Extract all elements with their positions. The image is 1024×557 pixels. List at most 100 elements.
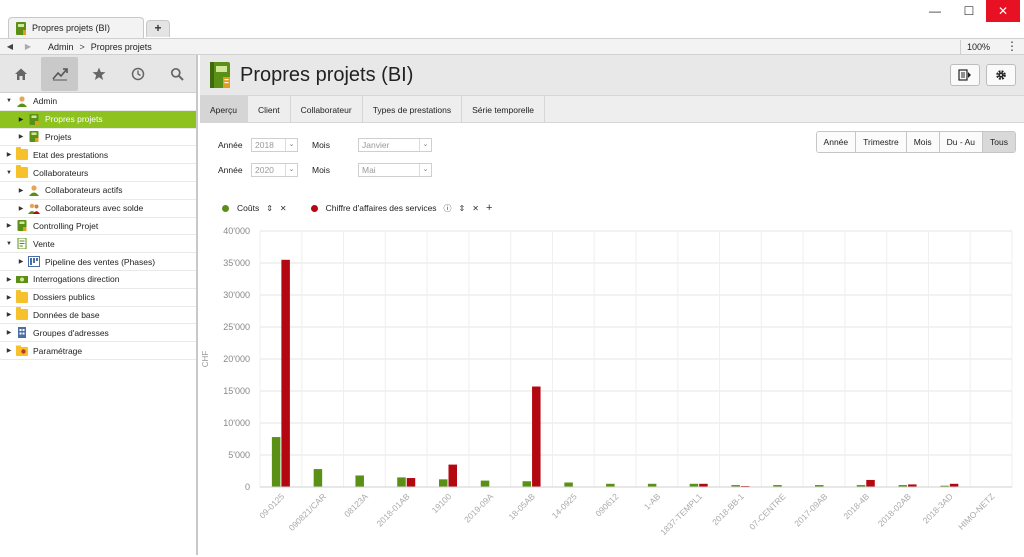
browser-tab[interactable]: Propres projets (BI) <box>8 17 144 38</box>
home-icon[interactable] <box>2 57 39 91</box>
caret-right-icon[interactable]: ▶ <box>6 330 12 337</box>
to-year-select[interactable]: 2020 ⌄ <box>251 163 298 177</box>
caret-right-icon[interactable]: ▶ <box>18 116 24 123</box>
sort-icon[interactable]: ⇕ <box>266 203 273 213</box>
sidebar-item-donn-es-de-base[interactable]: ▶ Données de base <box>0 307 196 325</box>
bar-costs <box>355 475 364 487</box>
period-button-du-au[interactable]: Du - Au <box>939 132 984 152</box>
sidebar-item-label: Pipeline des ventes (Phases) <box>45 256 156 267</box>
building-icon <box>18 327 26 339</box>
caret-right-icon[interactable]: ▶ <box>6 294 12 301</box>
menu-icon[interactable]: ⋮ <box>1006 39 1018 53</box>
analytics-icon[interactable] <box>41 56 79 91</box>
settings-gear-icon[interactable] <box>986 64 1016 86</box>
sidebar-item-dossiers-publics[interactable]: ▶ Dossiers publics <box>0 289 196 307</box>
x-tick-label: 1837-TEMPL1 <box>658 491 704 537</box>
to-month-select[interactable]: Mai ⌄ <box>358 163 432 177</box>
period-selector: Année Trimestre Mois Du - Au Tous <box>815 131 1016 153</box>
sidebar-item-label: Dossiers publics <box>33 292 95 303</box>
period-button-mois[interactable]: Mois <box>906 132 940 152</box>
x-tick-label: 2018-4B <box>841 491 871 521</box>
period-button-tous[interactable]: Tous <box>983 132 1015 152</box>
search-icon[interactable] <box>159 57 196 91</box>
caret-right-icon[interactable]: ▶ <box>18 134 24 141</box>
period-button-ann-e[interactable]: Année <box>816 132 857 152</box>
caret-right-icon[interactable]: ▶ <box>18 187 24 194</box>
breadcrumb-item-admin[interactable]: Admin <box>48 41 74 52</box>
legend-costs-swatch <box>222 204 229 212</box>
close-button[interactable]: ✕ <box>986 0 1020 22</box>
tab-collaborateur[interactable]: Collaborateur <box>291 96 363 123</box>
y-tick-label: 10'000 <box>223 418 250 428</box>
breadcrumb: Admin > Propres projets <box>48 42 152 52</box>
new-tab-button[interactable]: + <box>146 20 170 37</box>
from-month-select[interactable]: Janvier ⌄ <box>358 138 432 152</box>
remove-series-icon[interactable]: ✕ <box>279 203 287 213</box>
sidebar-item-collaborateurs-avec-solde[interactable]: ▶ Collaborateurs avec solde <box>0 200 196 218</box>
period-button-trimestre[interactable]: Trimestre <box>856 132 907 152</box>
money-icon <box>16 275 28 283</box>
from-year-select[interactable]: 2018 ⌄ <box>251 138 298 152</box>
sidebar-item-admin[interactable]: ▼ Admin <box>0 93 196 111</box>
caret-right-icon[interactable]: ▶ <box>6 348 12 355</box>
caret-down-icon[interactable]: ▼ <box>6 98 12 105</box>
folder-icon <box>16 165 28 179</box>
export-icon[interactable] <box>950 64 980 86</box>
bar-costs <box>731 485 740 487</box>
title-bar: Propres projets (BI) + — ☐ ✕ <box>0 0 1024 38</box>
bar-revenue <box>699 483 708 487</box>
sidebar-item-collaborateurs[interactable]: ▼ Collaborateurs <box>0 164 196 182</box>
caret-right-icon[interactable]: ▶ <box>6 312 12 319</box>
info-icon[interactable]: ⓘ <box>443 203 452 213</box>
sidebar-item-controlling-projet[interactable]: ▶ Controlling Projet <box>0 218 196 236</box>
sidebar-item-label: Vente <box>33 238 55 249</box>
caret-right-icon[interactable]: ▶ <box>6 276 12 283</box>
sidebar-item-label: Collaborateurs <box>33 167 89 178</box>
folder-icon <box>16 307 28 321</box>
bar-costs <box>773 485 782 487</box>
forward-icon[interactable]: ▶ <box>24 42 32 51</box>
sidebar-item-projets[interactable]: ▶ Projets <box>0 129 196 147</box>
pipeline-icon <box>28 256 40 268</box>
caret-right-icon[interactable]: ▶ <box>6 152 12 159</box>
add-series-icon[interactable]: + <box>485 202 493 214</box>
sidebar-item-etat-des-prestations[interactable]: ▶ Etat des prestations <box>0 146 196 165</box>
sort-icon[interactable]: ⇕ <box>458 203 466 213</box>
caret-right-icon[interactable]: ▶ <box>18 259 24 266</box>
sidebar-item-pipeline-des-ventes-phases-[interactable]: ▶ Pipeline des ventes (Phases) <box>0 253 196 271</box>
tab-s-rie-temporelle[interactable]: Série temporelle <box>462 96 546 123</box>
bar-costs <box>480 480 490 487</box>
chevron-down-icon: ⌄ <box>419 164 431 176</box>
sidebar-item-label: Controlling Projet <box>33 220 99 231</box>
minimize-button[interactable]: — <box>929 4 941 18</box>
caret-right-icon[interactable]: ▶ <box>18 205 24 212</box>
tab-aper-u[interactable]: Aperçu <box>200 96 248 123</box>
caret-right-icon[interactable]: ▶ <box>6 223 12 230</box>
book-icon <box>17 220 27 232</box>
y-tick-label: 5'000 <box>228 450 250 460</box>
sidebar-item-label: Paramétrage <box>33 345 83 356</box>
caret-down-icon[interactable]: ▼ <box>6 169 12 176</box>
sidebar-item-collaborateurs-actifs[interactable]: ▶ Collaborateurs actifs <box>0 182 196 200</box>
bar-revenue <box>406 478 416 487</box>
back-icon[interactable]: ◀ <box>6 42 14 51</box>
legend-costs-label[interactable]: Coûts <box>237 203 260 213</box>
sidebar-item-interrogations-direction[interactable]: ▶ Interrogations direction <box>0 271 196 289</box>
caret-down-icon[interactable]: ▼ <box>6 240 12 247</box>
history-icon[interactable] <box>120 57 157 91</box>
to-month-value: Mai <box>362 165 376 175</box>
sidebar-item-propres-projets[interactable]: ▶ Propres projets <box>0 110 196 129</box>
bar-costs <box>271 437 281 487</box>
star-icon[interactable] <box>80 57 117 91</box>
zoom-level[interactable]: 100% <box>960 40 996 54</box>
sidebar-item-vente[interactable]: ▼ Vente <box>0 235 196 254</box>
bar-costs <box>564 482 573 487</box>
maximize-button[interactable]: ☐ <box>963 4 975 18</box>
tab-types-de-prestations[interactable]: Types de prestations <box>363 96 463 123</box>
bar-revenue <box>908 484 917 487</box>
sidebar-item-param-trage[interactable]: ▶ Paramétrage <box>0 342 196 360</box>
sidebar-item-groupes-d-adresses[interactable]: ▶ Groupes d'adresses <box>0 324 196 343</box>
tab-client[interactable]: Client <box>248 96 291 123</box>
remove-series-icon[interactable]: ✕ <box>472 203 479 213</box>
legend-revenue-label[interactable]: Chiffre d'affaires des services <box>325 203 437 213</box>
